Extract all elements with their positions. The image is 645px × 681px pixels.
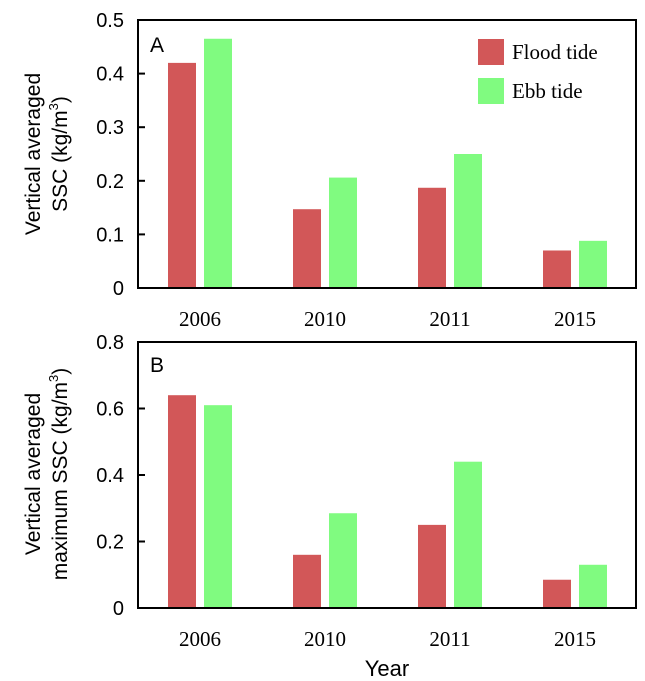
panel-b-label: B	[150, 354, 164, 377]
panel-a: 0 0.1 0.2 0.3 0.4 0.5 2006 2010 2011 2015 A Floo…	[22, 10, 637, 331]
panel-b-y-label-line2: maximum SSC (kg/m3)	[46, 368, 72, 581]
panel-a-bar-ebb-2010	[329, 177, 357, 288]
panel-b-bar-flood-2006	[168, 395, 196, 608]
panel-b: 0 0.2 0.4 0.6 0.8 2006 2010 2011 2015 B Vertica…	[22, 332, 637, 651]
panel-b-bars	[168, 395, 607, 608]
panel-a-x-ticks: 2006 2010 2011 2015	[179, 307, 596, 331]
panel-a-bar-flood-2006	[168, 62, 196, 288]
panel-b-y-tick-label: 0	[113, 598, 124, 620]
panel-a-y-ticks: 0 0.1 0.2 0.3 0.4 0.5	[96, 10, 145, 300]
panel-a-y-tick-label: 0.1	[96, 224, 124, 246]
panel-a-bar-flood-2010	[293, 209, 321, 288]
panel-a-y-label-line2: SSC (kg/m3)	[46, 96, 72, 212]
legend-flood-swatch	[478, 39, 504, 65]
panel-b-y-label-line1: Vertical averaged	[22, 393, 45, 555]
panel-b-bar-ebb-2015	[579, 564, 607, 608]
panel-a-y-label-close: )	[49, 96, 72, 103]
panel-b-bar-ebb-2006	[204, 405, 232, 608]
legend-ebb-label: Ebb tide	[512, 79, 583, 103]
panel-a-y-tick-label: 0.4	[96, 64, 124, 86]
legend-flood-label: Flood tide	[512, 40, 598, 64]
panel-b-x-tick-label: 2015	[554, 627, 596, 651]
panel-b-y-label-close: )	[49, 368, 72, 375]
panel-b-y-label-superscript: 3	[46, 375, 61, 382]
panel-b-bar-flood-2010	[293, 554, 321, 608]
panel-a-label: A	[150, 34, 164, 57]
panel-a-y-label-text: SSC (kg/m	[49, 110, 72, 212]
panel-b-y-tick-label: 0.8	[96, 332, 124, 354]
panel-b-y-tick-label: 0.6	[96, 399, 124, 421]
panel-b-y-axis-label: Vertical averaged maximum SSC (kg/m3)	[22, 368, 72, 581]
panel-b-x-tick-label: 2011	[429, 627, 470, 651]
panel-b-x-tick-label: 2010	[304, 627, 346, 651]
panel-b-y-tick-label: 0.2	[96, 532, 124, 554]
panel-a-bar-ebb-2015	[579, 240, 607, 288]
panel-b-bar-ebb-2011	[454, 461, 482, 608]
panel-b-frame	[137, 341, 637, 609]
panel-a-bar-flood-2011	[418, 187, 446, 288]
panel-b-y-label-text: maximum SSC (kg/m	[49, 382, 72, 580]
legend: Flood tide Ebb tide	[478, 39, 598, 104]
legend-ebb-swatch	[478, 78, 504, 104]
panel-a-bars	[168, 38, 607, 289]
panel-a-y-tick-label: 0.2	[96, 171, 124, 193]
panel-b-x-ticks: 2006 2010 2011 2015	[179, 627, 596, 651]
panel-a-bar-ebb-2011	[454, 154, 482, 288]
panel-a-x-tick-label: 2011	[429, 307, 470, 331]
panel-b-bar-flood-2015	[543, 579, 571, 608]
panel-a-x-tick-label: 2006	[179, 307, 221, 331]
panel-b-bar-flood-2011	[418, 524, 446, 608]
x-axis-label: Year	[365, 656, 409, 681]
panel-b-x-tick-label: 2006	[179, 627, 221, 651]
panel-a-y-tick-label: 0.3	[96, 117, 124, 139]
panel-a-y-tick-label: 0.5	[96, 10, 124, 32]
panel-a-y-label-superscript: 3	[46, 103, 61, 110]
panel-a-y-tick-label: 0	[113, 278, 124, 300]
panel-a-x-tick-label: 2015	[554, 307, 596, 331]
panel-a-y-label-line1: Vertical averaged	[22, 73, 45, 235]
panel-a-frame	[137, 19, 637, 289]
panel-a-bar-flood-2015	[543, 250, 571, 288]
panel-a-x-tick-label: 2010	[304, 307, 346, 331]
panel-b-y-tick-label: 0.4	[96, 465, 124, 487]
panel-b-y-ticks: 0 0.2 0.4 0.6 0.8	[96, 332, 145, 620]
panel-a-y-axis-label: Vertical averaged SSC (kg/m3)	[22, 73, 72, 235]
panel-a-bar-ebb-2006	[204, 38, 232, 289]
panel-b-bar-ebb-2010	[329, 513, 357, 608]
